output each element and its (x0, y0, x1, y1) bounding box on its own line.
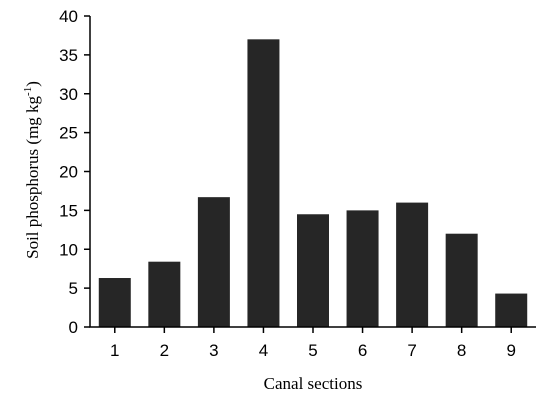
bar-8 (445, 233, 478, 327)
x-tick-label-9: 9 (506, 341, 515, 360)
axis-lines (89, 16, 536, 328)
y-axis-title-main: Soil phosphorus (mg kg (23, 95, 42, 258)
y-tick-label-10: 10 (59, 240, 78, 259)
y-axis-title-superscript: -1 (22, 87, 34, 96)
y-tick-label-20: 20 (59, 163, 78, 182)
y-tick-label-25: 25 (59, 124, 78, 143)
bar-series (98, 39, 528, 327)
bar-5 (297, 214, 329, 327)
bar-7 (396, 202, 429, 327)
x-tick-label-6: 6 (358, 341, 367, 360)
bar-1 (98, 278, 131, 327)
x-tick-label-5: 5 (308, 341, 317, 360)
y-tick-label-0: 0 (69, 318, 78, 337)
x-axis-ticks: 1 2 3 4 5 6 7 8 9 (110, 327, 516, 360)
bar-4 (247, 39, 280, 327)
x-tick-label-4: 4 (259, 341, 268, 360)
y-axis-title-close: ) (23, 81, 42, 87)
x-axis-title: Canal sections (264, 374, 363, 393)
x-tick-label-1: 1 (110, 341, 119, 360)
bar-2 (148, 261, 181, 327)
y-tick-label-5: 5 (69, 279, 78, 298)
y-tick-label-35: 35 (59, 46, 78, 65)
x-tick-label-2: 2 (160, 341, 169, 360)
x-tick-label-3: 3 (209, 341, 218, 360)
x-tick-label-7: 7 (407, 341, 416, 360)
y-tick-label-30: 30 (59, 85, 78, 104)
y-axis-title: Soil phosphorus (mg kg-1) (22, 81, 42, 259)
bar-3 (197, 197, 230, 327)
bar-6 (346, 210, 379, 327)
x-tick-label-8: 8 (457, 341, 466, 360)
y-tick-label-40: 40 (59, 7, 78, 26)
y-axis-ticks: 0 5 10 15 20 25 30 35 40 (59, 7, 90, 337)
bar-9 (495, 293, 528, 327)
y-tick-label-15: 15 (59, 201, 78, 220)
